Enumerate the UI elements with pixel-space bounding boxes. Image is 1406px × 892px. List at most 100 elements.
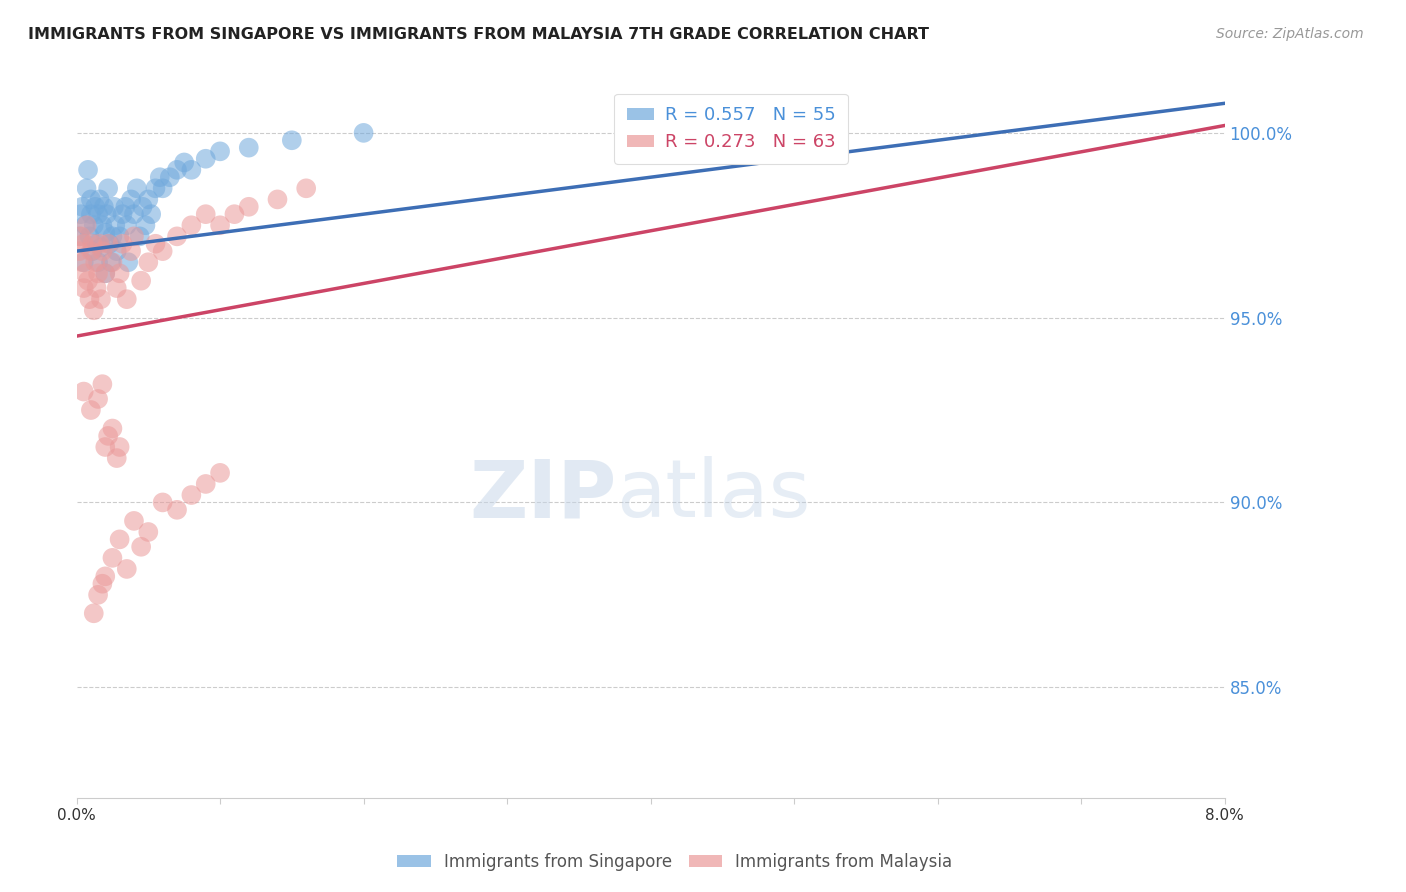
Point — [96, 207, 118, 221]
Point — [159, 170, 181, 185]
Point — [67, 229, 90, 244]
Point — [111, 207, 134, 221]
Point — [105, 281, 128, 295]
Point — [122, 229, 145, 244]
Point — [224, 207, 246, 221]
Point — [94, 226, 117, 240]
Point — [136, 255, 159, 269]
Point — [209, 145, 232, 159]
Point — [114, 200, 136, 214]
Point — [83, 219, 105, 233]
Point — [145, 236, 167, 251]
Point — [115, 292, 138, 306]
Point — [72, 200, 94, 214]
Point — [91, 576, 114, 591]
Point — [281, 133, 304, 147]
Point — [101, 550, 124, 565]
Point — [67, 244, 90, 259]
Point — [141, 207, 163, 221]
Point — [180, 488, 202, 502]
Point — [103, 200, 125, 214]
Point — [194, 152, 217, 166]
Point — [82, 244, 104, 259]
Point — [75, 219, 97, 233]
Point — [84, 200, 107, 214]
Point — [108, 533, 131, 547]
Text: IMMIGRANTS FROM SINGAPORE VS IMMIGRANTS FROM MALAYSIA 7TH GRADE CORRELATION CHAR: IMMIGRANTS FROM SINGAPORE VS IMMIGRANTS … — [28, 27, 929, 42]
Point — [83, 607, 105, 621]
Point — [136, 524, 159, 539]
Point — [194, 477, 217, 491]
Point — [100, 255, 122, 269]
Point — [82, 236, 104, 251]
Point — [80, 244, 103, 259]
Point — [83, 303, 105, 318]
Point — [353, 126, 375, 140]
Point — [149, 170, 172, 185]
Point — [209, 219, 232, 233]
Point — [266, 193, 288, 207]
Point — [70, 207, 93, 221]
Legend: R = 0.557   N = 55, R = 0.273   N = 63: R = 0.557 N = 55, R = 0.273 N = 63 — [614, 94, 848, 164]
Point — [152, 495, 174, 509]
Point — [131, 200, 153, 214]
Point — [94, 266, 117, 280]
Point — [94, 440, 117, 454]
Point — [77, 274, 100, 288]
Point — [73, 236, 96, 251]
Point — [120, 244, 142, 259]
Point — [73, 384, 96, 399]
Point — [129, 540, 152, 554]
Point — [295, 181, 318, 195]
Text: ZIP: ZIP — [470, 457, 616, 534]
Point — [145, 181, 167, 195]
Point — [166, 503, 188, 517]
Point — [75, 266, 97, 280]
Point — [91, 377, 114, 392]
Point — [72, 255, 94, 269]
Point — [129, 274, 152, 288]
Point — [97, 236, 120, 251]
Point — [79, 292, 101, 306]
Point — [90, 240, 112, 254]
Point — [180, 219, 202, 233]
Point — [108, 266, 131, 280]
Point — [125, 181, 148, 195]
Point — [105, 244, 128, 259]
Point — [94, 569, 117, 583]
Point — [134, 219, 156, 233]
Point — [104, 219, 127, 233]
Point — [70, 229, 93, 244]
Point — [89, 236, 111, 251]
Point — [86, 281, 108, 295]
Point — [166, 162, 188, 177]
Point — [152, 244, 174, 259]
Legend: Immigrants from Singapore, Immigrants from Malaysia: Immigrants from Singapore, Immigrants fr… — [389, 845, 960, 880]
Point — [108, 440, 131, 454]
Text: Source: ZipAtlas.com: Source: ZipAtlas.com — [1216, 27, 1364, 41]
Point — [91, 219, 114, 233]
Point — [108, 229, 131, 244]
Point — [87, 392, 110, 406]
Point — [76, 219, 98, 233]
Point — [117, 255, 139, 269]
Point — [105, 451, 128, 466]
Point — [94, 266, 117, 280]
Point — [194, 207, 217, 221]
Point — [122, 207, 145, 221]
Point — [89, 193, 111, 207]
Point — [76, 181, 98, 195]
Point — [87, 255, 110, 269]
Point — [98, 236, 121, 251]
Point — [238, 141, 260, 155]
Point — [80, 193, 103, 207]
Point — [128, 229, 150, 244]
Point — [87, 266, 110, 280]
Point — [238, 200, 260, 214]
Point — [101, 229, 124, 244]
Point — [101, 255, 124, 269]
Point — [73, 281, 96, 295]
Point — [87, 588, 110, 602]
Point — [86, 236, 108, 251]
Point — [73, 255, 96, 269]
